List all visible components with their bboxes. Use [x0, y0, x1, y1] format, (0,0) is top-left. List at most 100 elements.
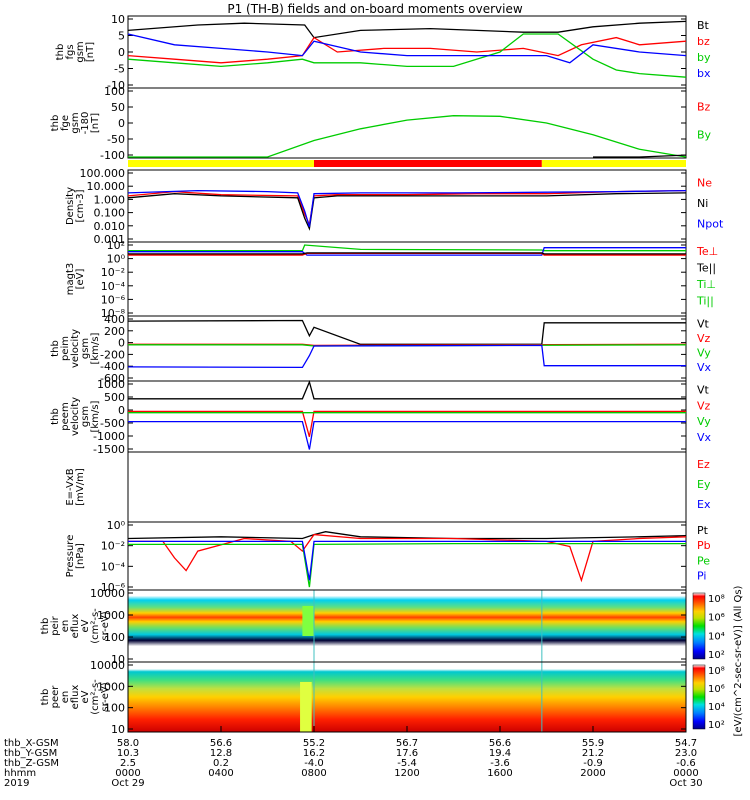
- x-tick-label: 0000: [673, 768, 698, 779]
- y-tick-label: 10: [111, 723, 125, 736]
- x-tick-label: -5.4: [397, 758, 417, 769]
- x-tick-label: 58.0: [117, 738, 139, 749]
- y-tick-label: 500: [104, 391, 125, 404]
- x-tick-label: 0000: [115, 768, 140, 779]
- quality-bar-segment: [314, 160, 542, 167]
- series-line-by: [128, 115, 687, 158]
- y-tick-label: -1500: [93, 443, 125, 456]
- y-tick-label: 10⁰: [107, 519, 126, 532]
- colorbar-tick-label: 10⁴: [708, 631, 725, 642]
- y-tick-label: 10⁻²: [101, 540, 125, 553]
- y-tick-label: 10²: [107, 239, 125, 252]
- x-tick-label: 54.7: [675, 738, 697, 749]
- y-tick-label: 10: [111, 653, 125, 666]
- legend-entry: Pe: [697, 554, 710, 567]
- series-line-pb: [128, 533, 687, 583]
- colorbar-tick-label: 10²: [708, 650, 725, 661]
- legend-entry: Ne: [697, 176, 712, 189]
- y-tick-label: -400: [100, 360, 125, 373]
- y-tick-label: 0: [118, 46, 125, 59]
- x-row-label: hhmm: [4, 768, 36, 779]
- series-line-vx: [127, 344, 686, 369]
- series-line-pe: [128, 542, 686, 588]
- y-axis-label: thb: [40, 618, 51, 635]
- y-tick-label: -10: [107, 79, 125, 92]
- y-axis-label: [km/s]: [90, 400, 101, 432]
- y-axis-label: thb: [50, 115, 61, 132]
- x-row-label: thb_Y-GSM: [4, 748, 57, 759]
- y-axis-label: Density: [65, 187, 76, 225]
- legend-entry: Te⊥: [696, 245, 718, 258]
- y-axis-label: peer: [50, 685, 61, 709]
- colorbar: [692, 664, 706, 730]
- x-tick-label: Oct 30: [669, 778, 702, 789]
- y-axis-label: eV: [80, 690, 91, 703]
- y-tick-label: -600: [100, 372, 125, 385]
- y-tick-label: 0: [118, 404, 125, 417]
- y-tick-label: -200: [100, 348, 125, 361]
- y-tick-label: 10: [111, 13, 125, 26]
- y-axis-label: thb: [55, 44, 66, 61]
- y-tick-label: 0.010: [94, 220, 126, 233]
- x-tick-label: 16.2: [303, 748, 325, 759]
- y-tick-label: 10⁰: [107, 253, 126, 266]
- y-tick-label: -5: [114, 63, 125, 76]
- colorbar-tick-label: 10⁸: [708, 666, 725, 677]
- series-line-vx: [128, 420, 686, 450]
- x-tick-label: 12.8: [210, 748, 232, 759]
- y-axis-label: E=-VxB: [65, 468, 76, 505]
- y-axis-label: peim: [60, 336, 71, 361]
- legend-entry: By: [697, 128, 712, 141]
- legend-entry: Bt: [697, 19, 710, 32]
- x-tick-label: 0400: [208, 768, 233, 779]
- legend-entry: Pt: [697, 524, 709, 537]
- series-line-pi: [128, 540, 686, 581]
- y-tick-label: 10.000: [87, 180, 126, 193]
- legend-entry: Vt: [697, 318, 710, 331]
- legend-entry: Vx: [697, 361, 712, 374]
- y-tick-label: 10000: [90, 587, 125, 600]
- series-line-vt: [128, 380, 686, 400]
- x-tick-label: -3.6: [490, 758, 510, 769]
- legend-entry: Bz: [697, 100, 711, 113]
- legend-entry: Ez: [697, 458, 710, 471]
- y-axis-label: peem: [60, 402, 71, 430]
- panel-frame: [127, 15, 687, 89]
- legend-entry: Vt: [697, 384, 710, 397]
- y-axis-label: en: [60, 691, 71, 704]
- x-tick-label: -0.6: [676, 758, 696, 769]
- x-tick-label: 0800: [301, 768, 326, 779]
- y-axis-label: [nPa]: [75, 543, 86, 569]
- y-tick-label: 10000: [90, 659, 125, 672]
- colorbar-tick-label: 10⁶: [708, 613, 725, 624]
- colorbar-tick-label: 10²: [708, 720, 725, 731]
- y-tick-label: 1.000: [94, 193, 126, 206]
- x-tick-label: -0.9: [583, 758, 603, 769]
- y-tick-label: 1000: [97, 609, 125, 622]
- x-row-label: thb_X-GSM: [4, 738, 59, 749]
- colorbar: [692, 592, 706, 660]
- y-axis-label: gsm: [75, 41, 86, 62]
- y-tick-label: 10⁻⁶: [101, 293, 126, 306]
- y-axis-label: thb: [50, 408, 61, 425]
- y-tick-label: 1000: [97, 680, 125, 693]
- y-axis-label: eflux: [70, 685, 81, 710]
- x-tick-label: 1200: [394, 768, 419, 779]
- series-line-vt: [127, 319, 686, 345]
- electron-spectrogram-patch: [300, 682, 312, 732]
- y-tick-label: -1000: [93, 430, 125, 443]
- y-axis-label: -180: [80, 112, 91, 135]
- y-axis-label: (cm²-s-: [90, 608, 101, 644]
- y-tick-label: 100: [104, 631, 125, 644]
- colorbar-tick-label: 10⁴: [708, 702, 725, 713]
- legend-entry: bz: [697, 35, 710, 48]
- y-axis-label: Pressure: [65, 535, 76, 578]
- x-tick-label: 1600: [487, 768, 512, 779]
- series-line-tepara: [128, 252, 686, 255]
- series-line-bt: [127, 20, 687, 39]
- x-tick-label: 23.0: [675, 748, 697, 759]
- series-line-tipara: [128, 247, 686, 256]
- legend-entry: bx: [697, 67, 711, 80]
- panel-frame: [127, 87, 687, 159]
- y-axis-label: [km/s]: [90, 332, 101, 364]
